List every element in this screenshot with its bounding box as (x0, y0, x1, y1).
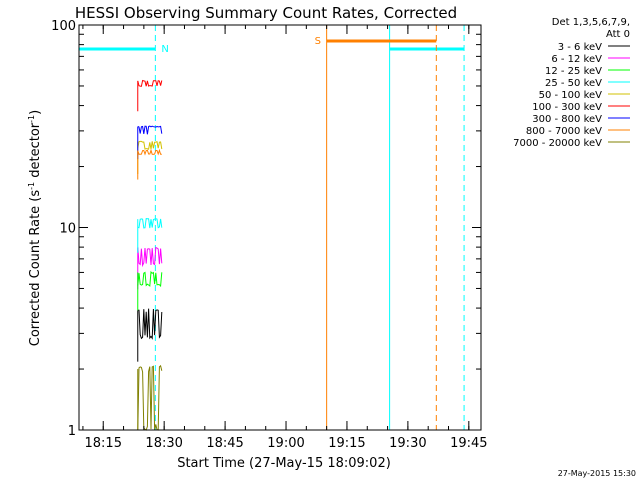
series-line (137, 218, 163, 229)
legend-label: 100 - 300 keV (532, 102, 602, 113)
y-axis: 1 10 100 (51, 19, 481, 439)
legend-label: 7000 - 20000 keV (513, 138, 602, 149)
y-tick-label: 10 (59, 222, 76, 237)
x-tick-label: 18:45 (206, 436, 243, 451)
x-tick-label: 18:30 (145, 436, 182, 451)
plot-area: NS (78, 25, 465, 431)
night-label: N (161, 44, 168, 55)
x-tick-label: 19:30 (389, 436, 426, 451)
x-tick-label: 19:45 (450, 436, 487, 451)
series-line (137, 148, 162, 156)
y-tick-label: 1 (68, 424, 76, 439)
legend-label: 12 - 25 keV (545, 66, 602, 77)
y-axis-label: Corrected Count Rate (s-1 detector-1) (27, 110, 43, 346)
series-line (137, 79, 163, 87)
saa-label: S (315, 36, 321, 47)
chart-title: HESSI Observing Summary Count Rates, Cor… (75, 4, 457, 22)
legend-label: 50 - 100 keV (539, 90, 603, 101)
series-line (137, 246, 163, 268)
legend-label: 3 - 6 keV (558, 42, 602, 53)
legend-label: 300 - 800 keV (532, 114, 602, 125)
legend-header: Att 0 (606, 29, 630, 40)
series-line (137, 125, 163, 135)
footer-timestamp: 27-May-2015 15:30 (558, 469, 636, 478)
y-tick-label: 100 (51, 19, 76, 34)
series-line (137, 270, 163, 288)
x-axis-label: Start Time (27-May-15 18:09:02) (177, 456, 391, 471)
series-line (137, 308, 163, 340)
legend-label: 800 - 7000 keV (526, 126, 602, 137)
x-tick-label: 18:15 (85, 436, 122, 451)
x-tick-label: 19:15 (328, 436, 365, 451)
x-tick-label: 19:00 (267, 436, 304, 451)
legend-label: 6 - 12 keV (551, 54, 602, 65)
x-axis: 18:15 18:30 18:45 19:00 19:15 19:30 19:45 (82, 25, 488, 451)
legend-label: 25 - 50 keV (545, 78, 602, 89)
legend-header: Det 1,3,5,6,7,9, (552, 17, 630, 28)
series-line (137, 140, 163, 150)
series-line (137, 364, 163, 431)
